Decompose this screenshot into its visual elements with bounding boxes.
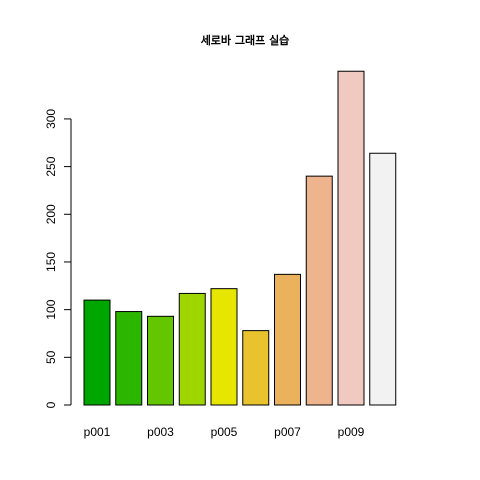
bar-p010: [369, 152, 397, 406]
x-tick-label: p001: [84, 425, 111, 439]
x-tick-label: p007: [274, 425, 301, 439]
y-tick-label: 300: [44, 109, 58, 129]
bar-p003: [147, 315, 174, 406]
bar-p005: [210, 288, 238, 406]
bar-p007: [274, 273, 301, 406]
y-tick-label: 200: [44, 204, 58, 224]
x-axis-labels: p001 p003 p005 p007 p009: [84, 425, 365, 439]
x-tick-label: p005: [211, 425, 238, 439]
y-tick-label: 150: [44, 252, 58, 272]
y-tick-label: 50: [44, 350, 58, 364]
x-tick-label: p003: [147, 425, 174, 439]
y-axis: 0 50 100 150 200 250 300: [44, 109, 72, 408]
bar-p008: [305, 175, 333, 406]
bars: [83, 70, 397, 406]
bar-p009: [337, 70, 365, 406]
y-tick-label: 100: [44, 299, 58, 319]
chart-title: 세로바 그래프 실습: [201, 33, 290, 47]
bar-p006: [242, 330, 270, 406]
bar-p001: [83, 299, 111, 406]
y-tick-label: 250: [44, 156, 58, 176]
y-tick-label: 0: [44, 401, 58, 408]
x-tick-label: p009: [338, 425, 365, 439]
bar-p004: [178, 292, 206, 406]
bar-p002: [115, 311, 143, 406]
